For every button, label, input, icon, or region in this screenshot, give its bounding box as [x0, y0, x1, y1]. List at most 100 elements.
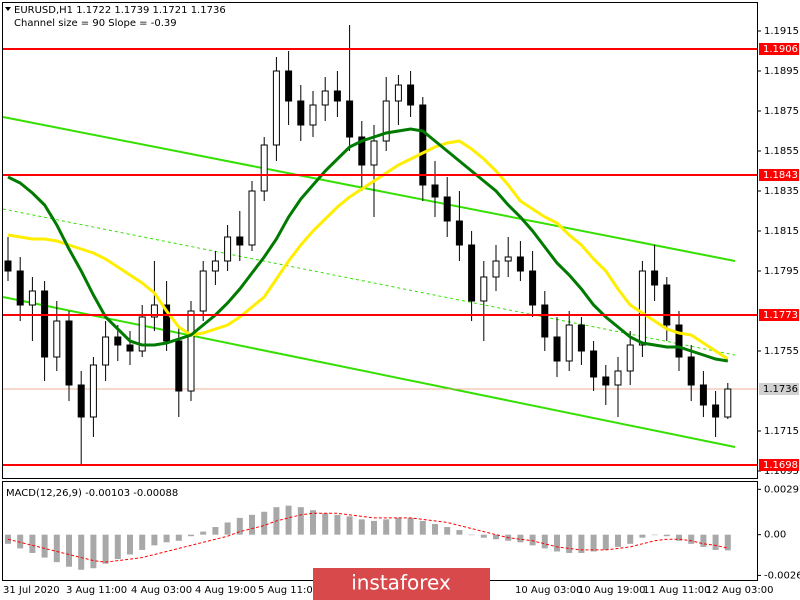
x-tick-label: 5 Aug 11:00 [258, 585, 319, 596]
macd-bar [249, 514, 255, 535]
macd-bar [139, 534, 146, 550]
level-label: 1.1773 [763, 310, 798, 321]
x-tick-label: 3 Aug 11:00 [66, 585, 127, 596]
macd-bar [627, 534, 634, 544]
candle-body [150, 304, 158, 318]
macd-bar [554, 534, 560, 552]
macd-bar [700, 534, 707, 547]
menu-arrow[interactable] [5, 7, 11, 11]
candle-body [492, 260, 500, 278]
candle-body [126, 344, 134, 352]
macd-bar [371, 520, 377, 535]
x-tick-label: 4 Aug 19:00 [195, 585, 256, 596]
candle-body [541, 304, 549, 338]
level-box [759, 459, 799, 471]
candle-body [309, 104, 317, 126]
macd-bar [602, 534, 609, 550]
level-label: 1.1843 [763, 170, 798, 181]
macd-bar [468, 534, 475, 536]
macd-bar [566, 534, 573, 553]
macd-bar [493, 534, 499, 540]
candle-body [468, 244, 476, 302]
x-tick-label: 31 Jul 2020 [3, 585, 60, 596]
candle-body [724, 388, 732, 418]
macd-bar [200, 531, 207, 535]
macd-bar [578, 534, 585, 553]
level-label: 1.1698 [763, 460, 798, 471]
candle-body [529, 270, 537, 306]
macd-title: MACD(12,26,9) -0.00103 -0.00088 [6, 488, 178, 499]
candle-body [285, 70, 293, 102]
macd-bar [541, 534, 548, 549]
x-tick-label: 11 Aug 11:00 [643, 585, 710, 596]
macd-bar [90, 534, 97, 569]
channel-lower [2, 296, 736, 448]
macd-bar [334, 514, 341, 535]
macd-bar [663, 534, 670, 537]
macd-bar [444, 527, 451, 535]
macd-bar [41, 534, 48, 558]
macd-bar [175, 534, 182, 541]
macd-bar [102, 534, 109, 564]
y-tick-label: 0.00 [764, 530, 786, 541]
candle-body [272, 70, 280, 146]
channel-upper [2, 116, 736, 262]
candle-body [651, 270, 659, 286]
last-price-label: 1.1736 [763, 384, 798, 395]
last-price-box [759, 383, 799, 395]
candle-body [4, 260, 12, 272]
macd-bar [127, 534, 133, 555]
macd-bar [236, 517, 243, 535]
y-tick-label: 1.1695 [764, 466, 799, 477]
macd-bar [639, 534, 646, 538]
candle-body [346, 100, 354, 138]
candle-body [199, 270, 207, 312]
macd-bar [529, 534, 536, 546]
candle-body [504, 256, 512, 262]
candle-body [236, 236, 244, 246]
candle-body [431, 184, 439, 198]
candle-body [699, 384, 707, 406]
macd-bar [395, 517, 402, 535]
macd-bar [114, 534, 121, 560]
candle-body [297, 100, 305, 126]
candle-body [260, 144, 268, 192]
macd-bar [310, 510, 316, 535]
candle-body [590, 350, 598, 378]
candle-body [516, 256, 524, 272]
candle-body [53, 320, 61, 358]
macd-bar [456, 530, 463, 535]
macd-bar [53, 534, 60, 563]
y-tick-label: 1.1875 [764, 106, 799, 117]
macd-bar [78, 534, 85, 570]
y-tick-label: -0.00267 [764, 570, 800, 581]
y-tick-label: 1.1815 [764, 226, 799, 237]
macd-bar [163, 534, 170, 543]
candle-body [626, 344, 634, 372]
y-tick-label: 1.1915 [764, 26, 799, 37]
candle-body [358, 136, 366, 166]
candle-body [163, 304, 171, 342]
candle-body [675, 324, 683, 358]
watermark-box [313, 568, 490, 600]
y-tick-label: 1.1755 [764, 346, 799, 357]
candle-body [138, 316, 146, 352]
candle-body [89, 364, 97, 418]
price-frame [2, 2, 758, 479]
candle-body [114, 336, 122, 346]
macd-bar [17, 534, 24, 549]
macd-bar [432, 523, 438, 535]
candle-body [614, 370, 622, 386]
channel-middle [2, 208, 736, 356]
candle-body [712, 404, 720, 418]
macd-bar [66, 534, 72, 567]
candle-body [455, 220, 463, 246]
level-label: 1.1906 [763, 44, 798, 55]
macd-signal [7, 512, 728, 563]
macd-bar [590, 534, 597, 552]
candle-body [65, 320, 73, 386]
candle-body [443, 196, 451, 222]
candle-body [41, 290, 49, 358]
candle-body [419, 104, 427, 186]
macd-bar [383, 519, 390, 535]
